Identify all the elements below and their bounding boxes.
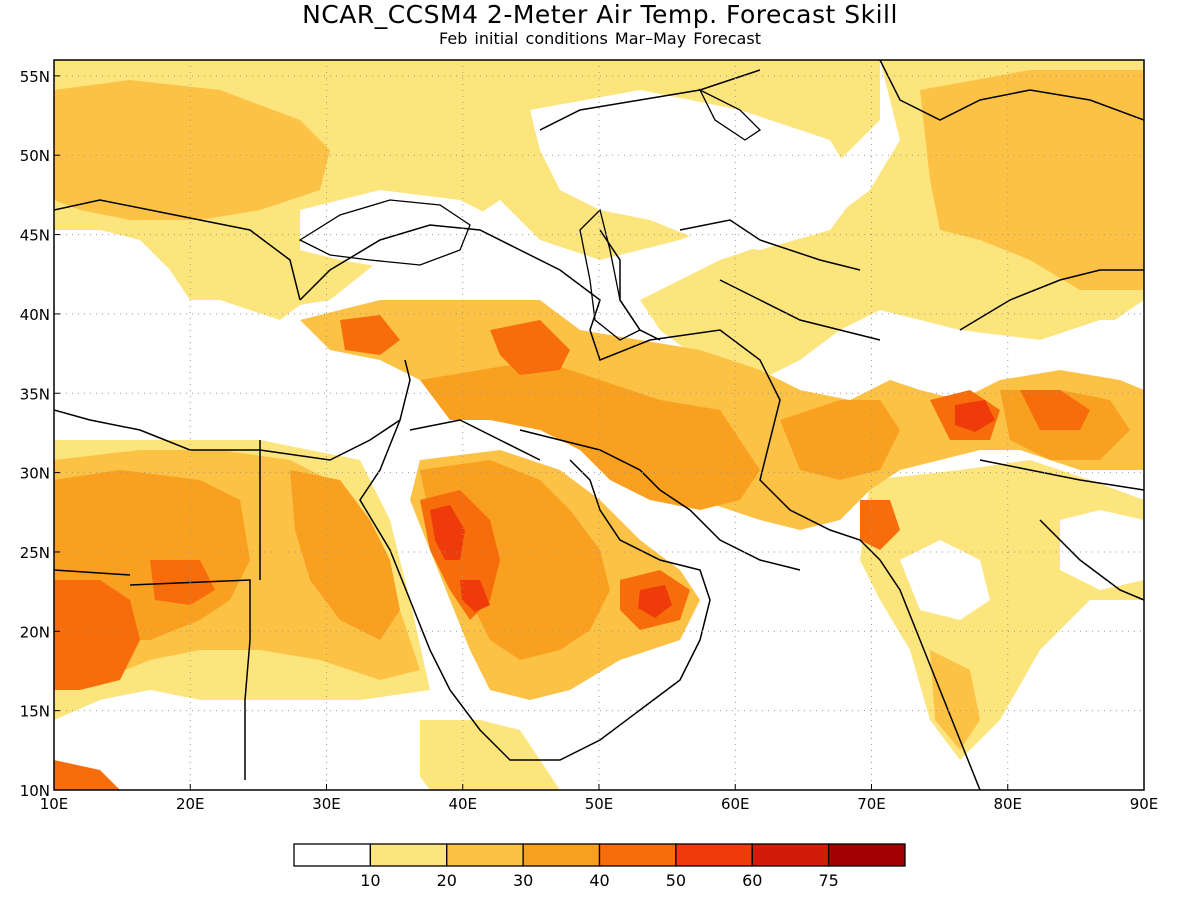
- lon-tick-label: 30E: [312, 795, 341, 813]
- legend-swatch: [522, 843, 601, 867]
- legend-label: 50: [666, 871, 686, 890]
- skill-shading: [54, 60, 1144, 790]
- lat-tick-label: 25N: [20, 544, 50, 562]
- legend-swatch: [598, 843, 677, 867]
- legend-swatch: [369, 843, 448, 867]
- lat-tick-label: 50N: [20, 147, 50, 165]
- lon-tick-label: 80E: [993, 795, 1022, 813]
- legend-swatch: [675, 843, 753, 867]
- legend-label: 40: [589, 871, 609, 890]
- lon-tick-label: 90E: [1130, 795, 1159, 813]
- legend-swatch: [827, 843, 906, 867]
- legend-label: 20: [437, 871, 457, 890]
- lat-tick-label: 40N: [20, 306, 50, 324]
- legend-label: 30: [513, 871, 533, 890]
- color-legend: 10 20 30 40 50 60 75: [293, 843, 906, 890]
- lat-tick-label: 10N: [20, 782, 50, 800]
- lat-tick-label: 15N: [20, 703, 50, 721]
- lat-tick-label: 45N: [20, 227, 50, 245]
- legend-swatch: [446, 843, 524, 867]
- legend-swatch: [293, 843, 372, 867]
- lon-tick-label: 10E: [40, 795, 69, 813]
- lat-tick-label: 30N: [20, 465, 50, 483]
- lat-tick-label: 35N: [20, 385, 50, 403]
- map-title: NCAR_CCSM4 2-Meter Air Temp. Forecast Sk…: [302, 0, 898, 29]
- lon-tick-label: 40E: [448, 795, 477, 813]
- lon-tick-label: 70E: [857, 795, 886, 813]
- map-subtitle: Feb initial conditions Mar–May Forecast: [439, 29, 761, 48]
- lon-tick-label: 60E: [721, 795, 750, 813]
- legend-swatch: [751, 843, 830, 867]
- lon-tick-label: 50E: [585, 795, 614, 813]
- lon-tick-label: 20E: [176, 795, 205, 813]
- lat-tick-label: 55N: [20, 68, 50, 86]
- legend-label: 75: [818, 871, 838, 890]
- legend-label: 10: [360, 871, 380, 890]
- legend-label: 60: [742, 871, 762, 890]
- country-borders: [54, 60, 1144, 790]
- lat-tick-label: 20N: [20, 623, 50, 641]
